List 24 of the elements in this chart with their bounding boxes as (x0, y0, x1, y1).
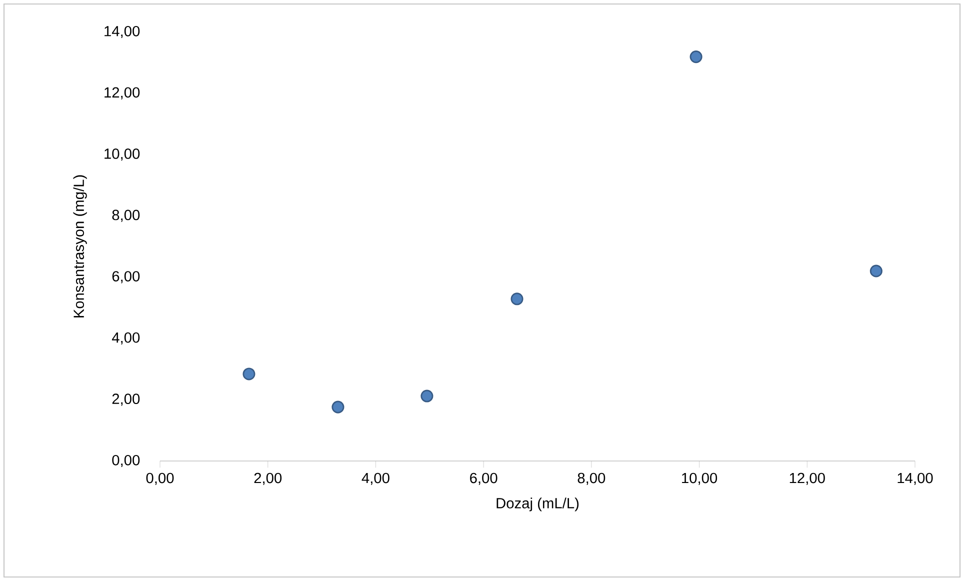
y-tick-label: 0,00 (112, 454, 140, 468)
y-tick-label: 2,00 (112, 394, 140, 406)
point (332, 400, 344, 414)
x-tick-label: 12,00 (790, 472, 825, 485)
point (510, 292, 524, 306)
x-tick-label: 2,00 (254, 472, 282, 485)
point (870, 264, 882, 278)
y-tick-label: 12,00 (104, 87, 140, 100)
point (242, 368, 256, 380)
y-axis-title: Konsantrasyon (mg/L) (73, 175, 87, 318)
y-tick-label: 4,00 (112, 332, 140, 344)
y-tick-label: 10,00 (104, 148, 140, 161)
y-tick-label: 6,00 (112, 271, 140, 284)
point (420, 390, 434, 402)
x-tick-label: 14,00 (898, 472, 933, 485)
y-tick-label: 8,00 (112, 210, 140, 222)
x-tick-label: 0,00 (146, 472, 174, 485)
x-tick-label: 6,00 (470, 472, 498, 485)
y-tick-label: 14,00 (104, 26, 140, 38)
point (690, 50, 702, 64)
x-tick-label: 10,00 (682, 472, 718, 485)
x-tick-label: 8,00 (578, 472, 606, 485)
x-tick-label: 4,00 (362, 472, 390, 485)
x-axis-title: Dozaj (mL/L) (496, 498, 579, 512)
